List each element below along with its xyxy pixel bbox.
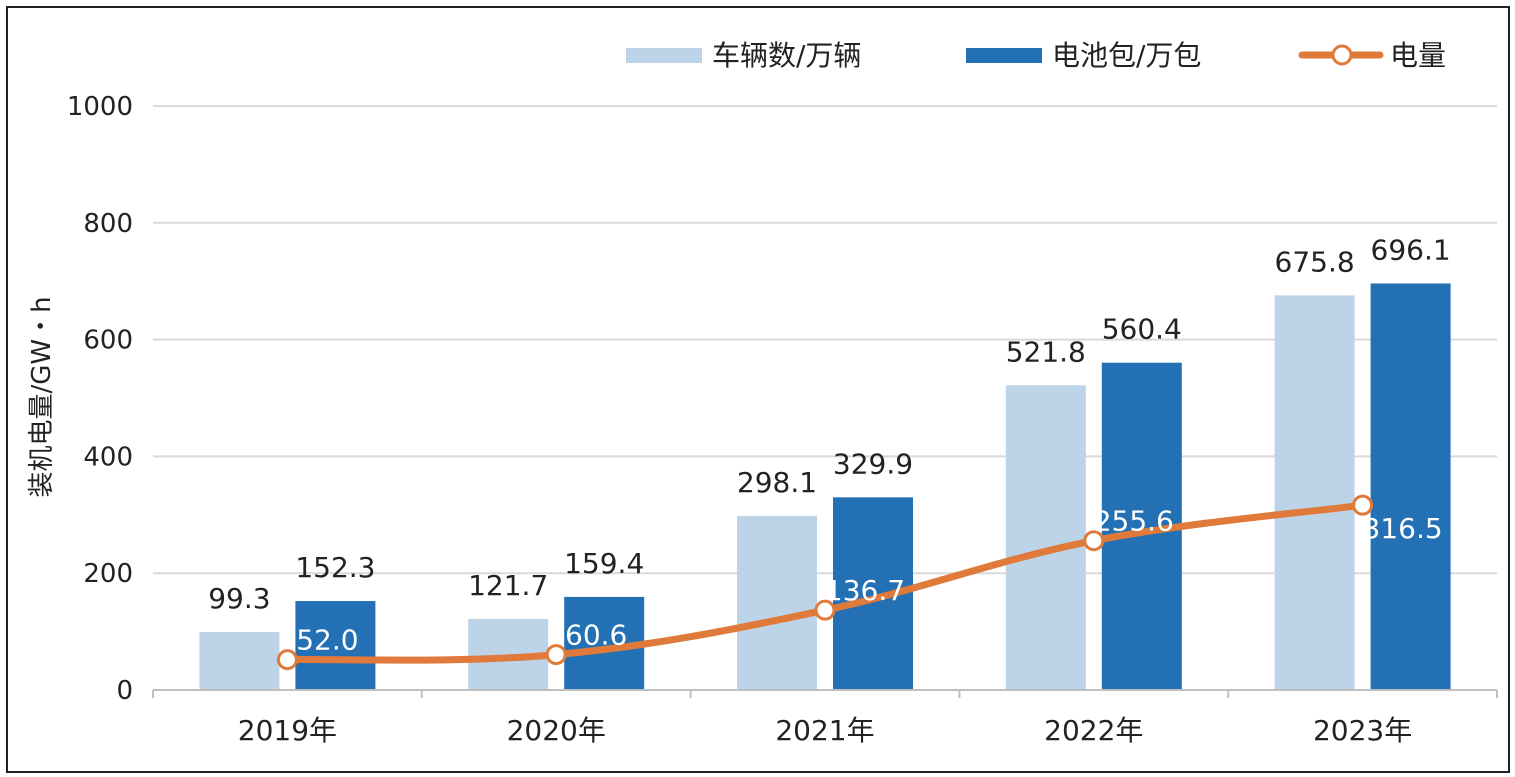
line-marker-energy xyxy=(1083,530,1105,552)
y-axis-title: 装机电量/GW・h xyxy=(27,296,57,497)
data-label-energy: 316.5 xyxy=(1363,512,1443,545)
bar-vehicles xyxy=(199,632,280,690)
bar-battery-packs xyxy=(1370,283,1451,690)
x-tick-label: 2023年 xyxy=(1313,714,1412,747)
y-tick-label: 0 xyxy=(116,676,133,706)
data-label-battery-packs: 152.3 xyxy=(295,551,375,584)
y-tick-label: 800 xyxy=(83,209,133,239)
legend-marker-energy xyxy=(1331,44,1353,66)
legend-label-battery-packs: 电池包/万包 xyxy=(1052,39,1201,72)
x-tick-label: 2019年 xyxy=(238,714,337,747)
data-label-vehicles: 99.3 xyxy=(208,582,270,615)
line-marker-energy xyxy=(814,599,836,621)
x-tick-label: 2022年 xyxy=(1044,714,1143,747)
bar-battery-packs xyxy=(295,601,376,690)
data-label-vehicles: 298.1 xyxy=(737,466,817,499)
data-labels: 99.3 121.7 298.1 521.8 675.8 152.3 159.4 329.9 5… xyxy=(208,233,1450,656)
axes: 0 200 400 600 800 1000 2019年 2020年 2021年 2022年 202… xyxy=(67,92,1498,747)
data-label-battery-packs: 696.1 xyxy=(1371,233,1451,266)
bar-series xyxy=(199,283,1451,690)
y-tick-label: 1000 xyxy=(67,92,133,122)
x-tick-label: 2020年 xyxy=(507,714,606,747)
data-label-battery-packs: 329.9 xyxy=(833,447,913,480)
data-label-energy: 136.7 xyxy=(825,574,905,607)
legend-label-vehicles: 车辆数/万辆 xyxy=(712,39,861,72)
legend-label-energy: 电量 xyxy=(1390,39,1446,72)
y-tick-label: 400 xyxy=(83,442,133,472)
legend-swatch-battery-packs xyxy=(966,48,1042,63)
data-label-vehicles: 521.8 xyxy=(1006,335,1086,368)
data-label-battery-packs: 560.4 xyxy=(1102,313,1182,346)
legend: 车辆数/万辆 电池包/万包 电量 xyxy=(626,39,1446,72)
bar-vehicles xyxy=(1274,295,1355,690)
data-label-energy: 255.6 xyxy=(1094,505,1174,538)
bar-vehicles xyxy=(1005,385,1086,690)
line-marker-energy xyxy=(545,644,567,666)
grid-lines xyxy=(153,105,1497,575)
data-label-battery-packs: 159.4 xyxy=(564,547,644,580)
line-marker-energy xyxy=(1352,494,1374,516)
legend-swatch-vehicles xyxy=(626,48,702,63)
line-marker-energy xyxy=(276,649,298,671)
data-label-vehicles: 675.8 xyxy=(1275,245,1355,278)
x-tick-label: 2021年 xyxy=(775,714,874,747)
data-label-energy: 52.0 xyxy=(296,624,358,657)
bar-vehicles xyxy=(737,515,817,690)
data-label-vehicles: 121.7 xyxy=(468,569,548,602)
data-label-energy: 60.6 xyxy=(565,619,627,652)
y-tick-label: 200 xyxy=(83,559,133,589)
y-tick-label: 600 xyxy=(83,326,133,356)
line-series xyxy=(276,494,1374,671)
